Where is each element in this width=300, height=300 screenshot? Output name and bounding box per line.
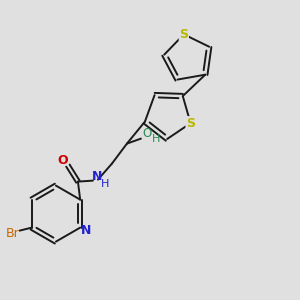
Text: N: N <box>81 224 92 237</box>
Text: Br: Br <box>6 227 20 240</box>
Text: H: H <box>152 134 160 144</box>
Text: O: O <box>142 127 152 140</box>
Text: N: N <box>92 170 102 183</box>
Text: S: S <box>179 28 188 41</box>
Text: H: H <box>101 178 109 189</box>
Text: O: O <box>58 154 68 167</box>
Text: S: S <box>186 117 195 130</box>
